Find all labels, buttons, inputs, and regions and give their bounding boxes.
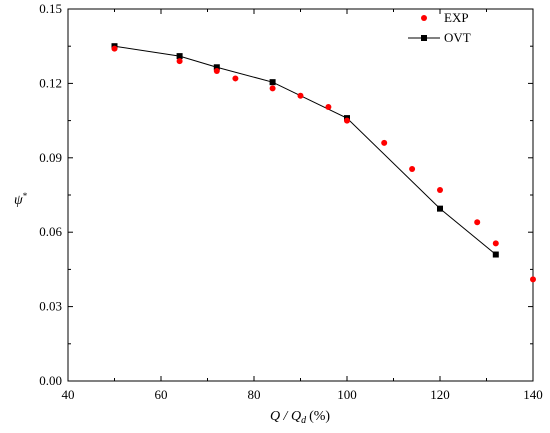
ovt-line: [114, 45, 497, 255]
ovt-point: [269, 79, 276, 86]
exp-point: [176, 58, 183, 65]
exp-point: [213, 68, 220, 74]
x-tick-label: 120: [430, 387, 450, 402]
axis-ticks: [67, 8, 534, 382]
exp-point: [297, 92, 304, 99]
plot-frame: [67, 8, 534, 382]
y-tick-label: 0.00: [39, 373, 62, 388]
y-tick-label: 0.06: [39, 224, 62, 239]
exp-point: [492, 240, 499, 247]
x-tick-label: 100: [337, 387, 357, 402]
y-axis-title-main: ψ: [14, 193, 23, 208]
exp-point: [530, 276, 536, 283]
y-tick-label: 0.12: [39, 75, 62, 90]
ovt-point: [176, 53, 183, 60]
exp-point: [437, 187, 443, 194]
legend-ovt-label: OVT: [444, 30, 471, 45]
y-tick-label: 0.15: [39, 1, 62, 16]
exp-point: [325, 103, 332, 110]
y-axis-title: ψ*: [14, 191, 28, 208]
ovt-point: [213, 64, 220, 71]
ovt-point: [437, 205, 443, 212]
legend-ovt-marker: [421, 35, 427, 41]
x-axis-title-unit: (%): [309, 409, 330, 424]
exp-point: [344, 117, 350, 124]
exp-point: [111, 45, 118, 52]
exp-point: [474, 219, 481, 226]
exp-point: [381, 139, 388, 146]
series-exp: [111, 45, 536, 283]
x-tick-label: 140: [523, 387, 543, 402]
exp-point: [232, 75, 239, 82]
x-axis-title-main: Q / Q: [270, 409, 301, 424]
x-axis-title: Q / Qd (%): [270, 409, 330, 426]
legend-exp-label: EXP: [444, 10, 469, 25]
exp-point: [269, 85, 276, 92]
legend: EXP OVT: [408, 10, 471, 45]
legend-exp-marker: [421, 15, 427, 21]
x-axis-title-sub: d: [301, 415, 307, 426]
y-tick-label: 0.09: [39, 150, 62, 165]
y-axis-title-sup: *: [23, 191, 28, 201]
y-tick-label: 0.03: [39, 299, 62, 314]
ovt-point: [492, 251, 499, 258]
x-tick-label: 60: [155, 387, 168, 402]
x-tick-label: 80: [248, 387, 261, 402]
x-tick-label: 40: [62, 387, 75, 402]
exp-point: [409, 165, 416, 172]
series-ovt: [111, 43, 499, 258]
tick-labels: 40 60 80 100 120 140 0.00 0.03 0.06 0.09 0.12 0.15: [39, 1, 543, 402]
